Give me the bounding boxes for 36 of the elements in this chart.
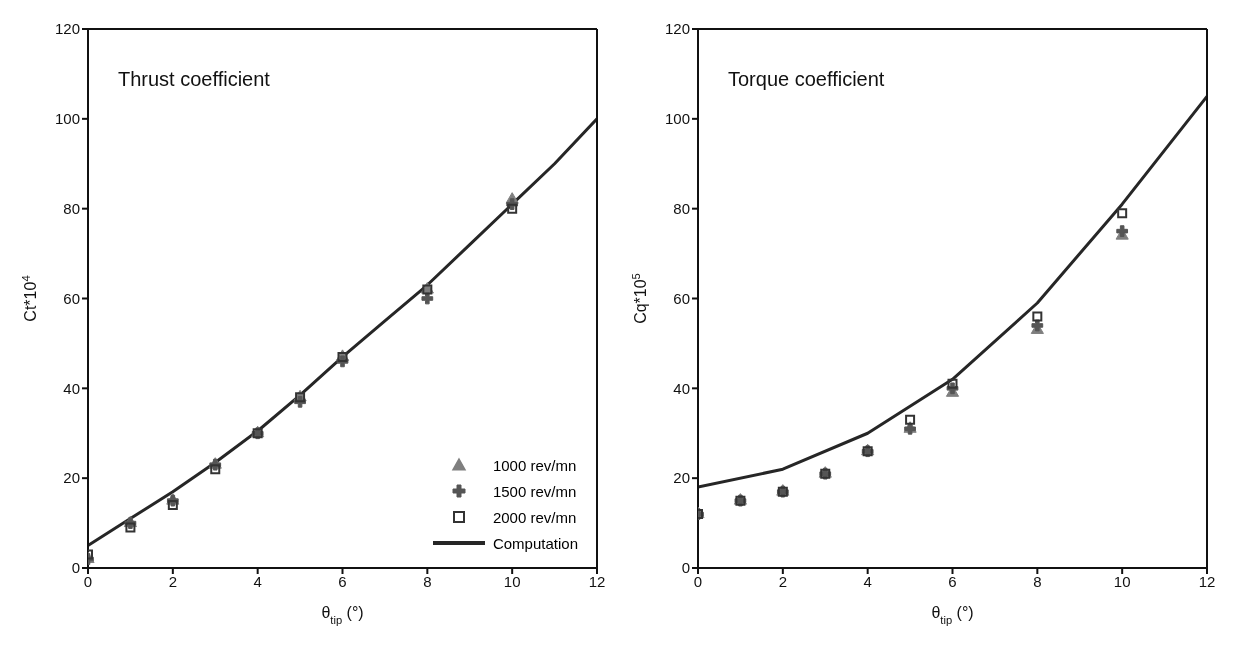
x-tick-label: 0: [693, 572, 703, 590]
y-tick-label: 100: [664, 110, 690, 128]
x-tick-label: 10: [503, 572, 521, 590]
y-tick-label: 120: [54, 20, 80, 38]
y-tick-label: 20: [63, 469, 80, 487]
y-tick-label: 0: [681, 559, 690, 577]
x-tick-label: 8: [423, 572, 432, 590]
x-tick-label: 6: [948, 572, 957, 590]
y-tick-label: 40: [673, 379, 690, 397]
x-axis-title: θ$_{tip}$ (°): [321, 604, 364, 626]
x-tick-label: 4: [863, 572, 872, 590]
legend-label: 2000 rev/mn: [492, 508, 577, 526]
annotation: Thrust coefficient: [118, 68, 270, 91]
x-tick-label: 8: [1033, 572, 1042, 590]
y-tick-label: 0: [71, 559, 80, 577]
x-tick-label: 2: [168, 572, 178, 590]
annotation: Torque coefficient: [728, 68, 885, 91]
x-axis-title: θ$_{tip}$ (°): [931, 604, 974, 626]
x-tick-label: 4: [253, 572, 262, 590]
x-tick-label: 2: [778, 572, 788, 590]
x-tick-label: 12: [1198, 572, 1216, 590]
y-tick-label: 40: [63, 379, 80, 397]
x-tick-label: 6: [338, 572, 347, 590]
y-tick-label: 120: [664, 20, 690, 38]
y-tick-label: 80: [63, 199, 80, 217]
y-tick-label: 60: [673, 289, 690, 307]
y-tick-label: 100: [54, 110, 80, 128]
y-tick-label: 60: [63, 289, 80, 307]
legend-label: 1000 rev/mn: [492, 456, 577, 474]
legend-label: 1500 rev/mn: [492, 482, 577, 500]
x-tick-label: 0: [83, 572, 93, 590]
y-tick-label: 20: [673, 469, 690, 487]
y-tick-label: 80: [673, 199, 690, 217]
x-tick-label: 12: [588, 572, 606, 590]
legend-label: Computation: [492, 534, 578, 552]
x-tick-label: 10: [1113, 572, 1131, 590]
